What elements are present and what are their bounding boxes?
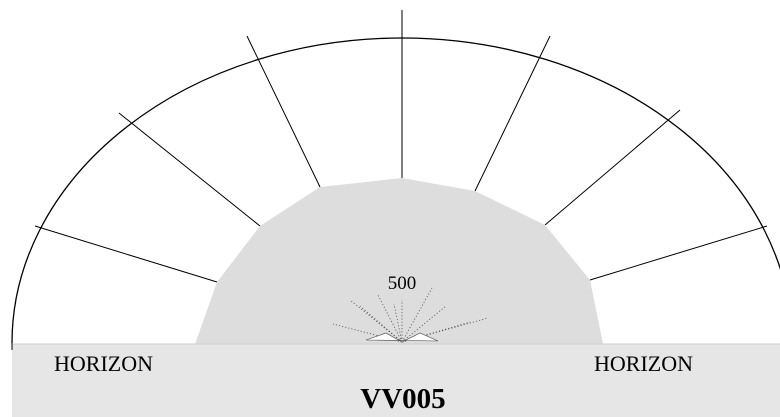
horizon-label-right: HORIZON <box>594 351 693 376</box>
sector-spokes <box>34 10 768 283</box>
inner-rose-white-sliver <box>365 332 439 343</box>
horizon-label-left: HORIZON <box>54 351 153 376</box>
visibility-region <box>195 178 603 344</box>
spoke-3 <box>246 35 321 188</box>
spoke-6 <box>544 109 681 226</box>
ground-band <box>12 344 780 417</box>
spoke-2 <box>118 112 261 227</box>
radial-scale-label: 500 <box>388 273 417 294</box>
spoke-7 <box>589 225 768 281</box>
spoke-1 <box>34 225 218 283</box>
inner-rose <box>332 287 489 343</box>
station-id-label: VV005 <box>360 383 445 415</box>
spoke-5 <box>474 35 551 192</box>
